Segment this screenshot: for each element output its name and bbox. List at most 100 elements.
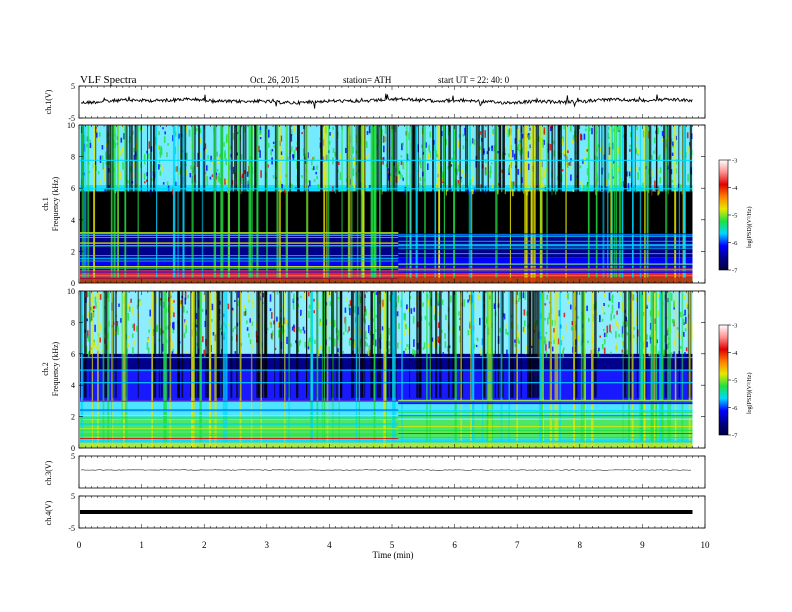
ch1-spectrogram-speckle xyxy=(324,172,327,180)
ch1-spectrogram-speckle xyxy=(246,181,249,185)
ch2-spectrogram-tone-line xyxy=(398,400,693,402)
ch2-spectrogram-speckle xyxy=(313,310,315,314)
ch1-spectrogram-speckle xyxy=(166,152,168,158)
x-tick-label: 6 xyxy=(452,540,457,550)
ch2-spectrogram-speckle xyxy=(601,344,604,348)
ch1-spectrogram-speckle xyxy=(240,179,243,185)
ch2-spectrogram-speckle xyxy=(399,340,401,344)
ch2-spectrogram-speckle xyxy=(434,305,436,313)
ch1-spectrogram-dark-streak xyxy=(593,125,596,233)
ch1-spectrogram-speckle xyxy=(471,189,474,195)
ch2-spectrogram-tone-line xyxy=(398,441,693,443)
ch1-spectrogram-speckle xyxy=(332,126,334,130)
ch1-spectrogram-speckle xyxy=(491,133,493,137)
ch1-spectrogram-sferic xyxy=(213,125,216,283)
ch2-spectrogram-speckle xyxy=(459,348,461,354)
ch2-spectrogram-speckle xyxy=(308,304,311,309)
ch1-spectrogram-speckle xyxy=(119,171,122,179)
ch1-spectrogram-speckle xyxy=(398,161,400,167)
ch1-spectrogram-speckle xyxy=(121,147,124,153)
ch1-spectrogram-sferic xyxy=(565,125,567,283)
ch1-spectrogram-sferic xyxy=(285,125,288,283)
ch1-spectrogram-sferic xyxy=(469,125,472,283)
ch1-spectrogram-speckle xyxy=(366,155,368,161)
ch2-spectrogram-speckle xyxy=(615,331,617,339)
ch2-spectrogram-speckle xyxy=(616,310,618,315)
ch2-spectrogram-speckle xyxy=(610,331,612,334)
ch1-spectrogram-speckle xyxy=(96,130,98,138)
ch1-spectrogram-speckle xyxy=(472,176,474,183)
ch2-spectrogram-speckle xyxy=(565,324,567,331)
ch1-spectrogram-speckle xyxy=(211,174,214,177)
ch2-spectrogram-speckle xyxy=(348,339,351,346)
ch2-spectrogram-speckle xyxy=(116,325,118,332)
ch2-spectrogram-speckle xyxy=(422,347,425,350)
ch2-spectrogram-dark-streak xyxy=(236,291,238,398)
ch2-spectrogram-speckle xyxy=(276,291,279,295)
ch1-spectrogram-speckle xyxy=(280,151,283,155)
ch2-spectrogram-dark-streak xyxy=(197,291,200,398)
ch2-spectrogram-speckle xyxy=(683,295,686,300)
ch1-spectrogram-speckle xyxy=(302,148,305,157)
ch2-spectrogram-speckle xyxy=(195,330,198,336)
ch2-spectrogram-ytick-label: 8 xyxy=(71,318,75,327)
ch2-spectrogram-speckle xyxy=(90,306,92,310)
time-axis: 0 1 2 3 4 5 6 7 8 9 10 xyxy=(77,540,710,550)
ch1-spectrogram-speckle xyxy=(319,137,321,141)
ch2-spectrogram-speckle xyxy=(514,343,517,347)
ch1-spectrogram-speckle xyxy=(457,164,460,172)
ch1-spectrogram-speckle xyxy=(485,169,487,176)
ch1-spectrogram-dark-streak xyxy=(393,125,396,233)
ch2-spectrogram-speckle xyxy=(211,318,213,322)
ch1-spectrogram-speckle xyxy=(133,154,136,161)
ch1-spectrogram-speckle xyxy=(550,126,552,132)
ch1-spectrogram-speckle xyxy=(352,146,354,154)
ch1-spectrogram-speckle xyxy=(657,188,659,196)
ch1-spectrogram-speckle xyxy=(260,170,262,178)
ch2-spectrogram-speckle xyxy=(646,304,648,308)
ch1-spectrogram-speckle xyxy=(635,148,637,154)
ch1-spectrogram-speckle xyxy=(196,160,199,168)
ch3-waveform-frame xyxy=(78,455,706,489)
ch1-spectrogram-speckle xyxy=(436,154,439,158)
ch2-spectrogram-speckle xyxy=(522,292,525,299)
ch2-spectrogram-speckle xyxy=(93,341,96,349)
ch2-spectrogram-speckle xyxy=(397,342,399,349)
ch1-spectrogram-speckle xyxy=(543,127,546,135)
ch2-spectrogram-speckle xyxy=(603,328,605,332)
ch1-spectrogram-sferic xyxy=(93,125,96,283)
ch2-spectrogram-speckle xyxy=(621,333,624,338)
ch1-spectrogram-speckle xyxy=(636,143,639,150)
ch2-spectrogram-speckle xyxy=(598,347,600,352)
ch1-spectrogram-speckle xyxy=(435,150,437,158)
ch2-spectrogram-speckle xyxy=(646,341,648,348)
ch2-spectrogram-speckle xyxy=(348,326,350,332)
ch2-spectrogram-speckle xyxy=(320,322,322,327)
ch1-spectrogram-speckle xyxy=(133,148,135,153)
ch2-spectrogram-speckle xyxy=(414,350,416,357)
ch2-spectrogram-speckle xyxy=(450,295,452,303)
ch1-spectrogram-speckle xyxy=(192,166,195,171)
ch1-spectrogram-speckle xyxy=(122,161,124,170)
ch1-spectrogram-speckle xyxy=(167,185,170,191)
ch2-spectrogram-speckle xyxy=(127,344,129,348)
ch2-spectrogram-speckle xyxy=(656,339,658,344)
ch1-spectrogram-speckle xyxy=(661,130,664,136)
ch1-spectrogram-sferic xyxy=(443,125,445,283)
ch1-spectrogram-sferic xyxy=(81,125,85,283)
ch1-spectrogram-speckle xyxy=(240,176,242,182)
ch2-spectrogram-speckle xyxy=(87,351,90,358)
ch1-spectrogram-speckle xyxy=(489,171,492,179)
ch2-spectrogram-speckle xyxy=(179,300,182,307)
ch2-spectrogram-marker-line xyxy=(80,369,693,371)
ch1-spectrogram-speckle xyxy=(659,177,662,184)
ch2-spectrogram-speckle xyxy=(271,330,274,337)
ch1-spectrogram-speckle xyxy=(101,145,104,150)
ch1-spectrogram-speckle xyxy=(290,146,293,152)
ch2-spectrogram-dark-streak xyxy=(195,291,197,398)
ch2-spectrogram-speckle xyxy=(574,306,577,311)
ch1-spectrogram-speckle xyxy=(311,159,313,166)
ch1-spectrogram-dark-streak xyxy=(503,125,505,233)
ch1-spectrogram-sferic xyxy=(374,125,377,283)
ch1-spectrogram-speckle xyxy=(519,142,522,149)
